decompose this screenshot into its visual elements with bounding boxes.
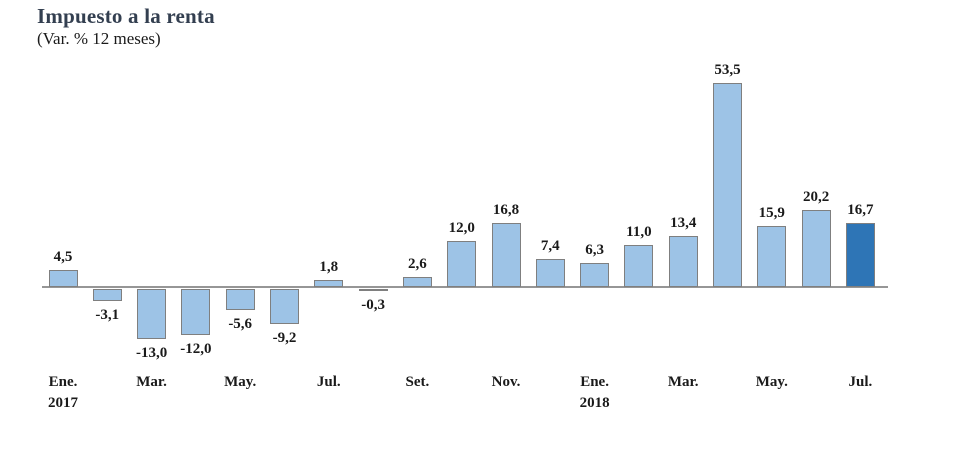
value-label-may-2018: 15,9 bbox=[758, 205, 785, 222]
bar-feb-2017 bbox=[92, 289, 122, 301]
bar-dic-2017 bbox=[535, 258, 565, 287]
bar-ene-2018 bbox=[580, 262, 610, 287]
x-tick-month: May. bbox=[224, 374, 257, 390]
value-label-jun-2018: 20,2 bbox=[802, 189, 830, 206]
x-tick-month: Jul. bbox=[848, 374, 873, 390]
value-label-set-2017: 2,6 bbox=[408, 256, 427, 273]
bar-jun-2017 bbox=[270, 289, 299, 325]
x-tick-year: 2018 bbox=[579, 395, 610, 411]
x-tick-month: May. bbox=[755, 374, 788, 390]
x-tick-may: May. bbox=[224, 372, 256, 393]
x-tick-month: Nov. bbox=[491, 374, 521, 390]
x-tick-jul: Jul. bbox=[317, 372, 341, 393]
x-tick-month: Set. bbox=[405, 374, 430, 390]
value-label-oct-2017: 12,0 bbox=[448, 220, 475, 237]
x-tick-month: Mar. bbox=[667, 374, 699, 390]
bar-set-2017 bbox=[402, 277, 432, 287]
value-label-dic-2017: 7,4 bbox=[540, 237, 560, 254]
x-tick-month: Ene. bbox=[580, 374, 609, 390]
value-label-jul-2017: 1,8 bbox=[319, 259, 339, 276]
value-label-may-2017: -5,6 bbox=[228, 316, 253, 333]
value-label-jul-2018: 16,7 bbox=[847, 202, 874, 219]
bar-ene-2017 bbox=[48, 269, 78, 287]
x-axis-line bbox=[42, 286, 888, 288]
bar-jul-2017 bbox=[314, 280, 344, 287]
x-tick-nov: Nov. bbox=[492, 372, 521, 393]
bar-jun-2018 bbox=[801, 210, 831, 287]
bar-abr-2018 bbox=[713, 83, 742, 287]
value-label-mar-2017: -13,0 bbox=[135, 344, 168, 361]
bar-ago-2017 bbox=[358, 289, 388, 291]
bar-may-2017 bbox=[225, 289, 255, 311]
x-tick-mar: Mar. bbox=[136, 372, 167, 393]
value-label-jun-2017: -9,2 bbox=[272, 330, 297, 347]
value-label-ene-2017: 4,5 bbox=[53, 248, 73, 265]
bar-jul-2018 bbox=[845, 223, 875, 287]
bar-mar-2018 bbox=[668, 235, 698, 287]
bar-feb-2018 bbox=[624, 245, 654, 287]
value-label-abr-2017: -12,0 bbox=[180, 340, 212, 357]
x-tick-mar: Mar. bbox=[668, 372, 699, 393]
bar-nov-2017 bbox=[491, 222, 521, 287]
x-tick-month: Mar. bbox=[136, 374, 167, 390]
x-tick-ene-2017: Ene. 2017 bbox=[48, 372, 78, 414]
bar-mar-2017 bbox=[137, 289, 167, 339]
bar-may-2018 bbox=[757, 226, 787, 287]
value-label-nov-2017: 16,8 bbox=[492, 201, 520, 218]
x-tick-ene-2018: Ene. 2018 bbox=[580, 372, 610, 414]
value-label-feb-2017: -3,1 bbox=[95, 306, 120, 323]
bar-oct-2017 bbox=[447, 241, 477, 287]
chart-title: Impuesto a la renta bbox=[37, 4, 215, 28]
value-label-ago-2017: -0,3 bbox=[361, 296, 385, 313]
x-tick-month: Ene. bbox=[48, 374, 78, 390]
value-label-ene-2018: 6,3 bbox=[585, 241, 604, 258]
bar-abr-2017 bbox=[181, 289, 211, 335]
value-label-feb-2018: 11,0 bbox=[626, 224, 652, 241]
chart-subtitle: (Var. % 12 meses) bbox=[37, 29, 161, 48]
x-tick-set: Set. bbox=[406, 372, 430, 393]
x-tick-month: Jul. bbox=[316, 374, 341, 390]
x-tick-year: 2017 bbox=[48, 395, 78, 411]
x-tick-jul: Jul. bbox=[849, 372, 873, 393]
value-label-mar-2018: 13,4 bbox=[670, 214, 697, 231]
x-tick-may: May. bbox=[756, 372, 788, 393]
value-label-abr-2018: 53,5 bbox=[714, 62, 741, 79]
